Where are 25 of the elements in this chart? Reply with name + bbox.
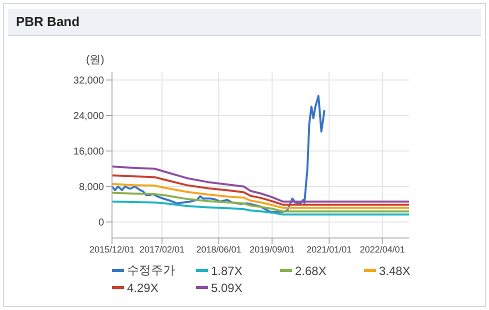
legend-label: 4.29X [127,280,158,294]
line-series [112,94,326,213]
y-tick-label: 8,000 [78,182,104,194]
line-series [112,182,409,209]
legend-label: 5.09X [211,280,242,294]
legend-label: 수정주가 [127,262,175,279]
y-axis-title: (원) [86,53,104,67]
legend-label: 2.68X [295,264,326,278]
x-tick-label: 2022/04/01 [360,244,405,254]
line-series [112,174,409,206]
y-tick-label: 16,000 [73,146,104,158]
x-tick-label: 2018/06/01 [196,244,242,254]
legend-label: 3.48X [379,264,410,278]
y-tick-label: 24,000 [73,111,104,122]
legend-label: 1.87X [211,264,242,278]
x-tick-label: 2017/02/01 [140,244,185,254]
y-tick-label: 0 [98,218,104,229]
x-tick-label: 2019/09/01 [250,244,295,254]
line-series [112,166,409,203]
x-tick-label: 2015/12/01 [89,244,135,254]
line-series [112,192,409,212]
y-tick-label: 32,000 [73,76,104,87]
x-tick-label: 2021/01/01 [306,244,352,254]
chart-title: PBR Band [16,14,80,29]
line-series [112,200,409,216]
